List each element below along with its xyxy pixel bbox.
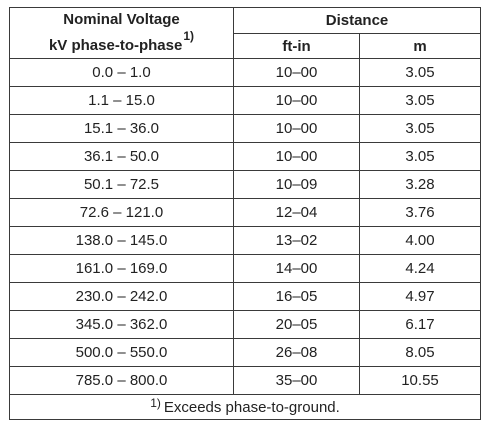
- ftin-column-header: ft-in: [233, 33, 360, 59]
- m-cell: 3.76: [359, 198, 481, 227]
- m-cell: 3.05: [359, 142, 481, 171]
- voltage-header-line2: kV phase-to-phase: [48, 37, 183, 54]
- voltage-footnote-mark: 1): [183, 29, 195, 43]
- footnote-mark: 1): [150, 395, 161, 410]
- footnote-cell: 1) Exceeds phase-to-ground.: [9, 394, 481, 420]
- table-body: 0.0 – 1.0 10–00 3.05 1.1 – 15.0 10–00 3.05 15.…: [9, 58, 481, 395]
- table-row: 500.0 – 550.0 26–08 8.05: [9, 338, 481, 367]
- ftin-cell: 10–00: [233, 58, 360, 87]
- header-row-2: ft-in m: [10, 33, 481, 59]
- footnote-row: 1) Exceeds phase-to-ground.: [9, 394, 481, 420]
- footnote-text: Exceeds phase-to-ground.: [163, 398, 340, 416]
- ftin-cell: 10–00: [233, 114, 360, 143]
- voltage-cell: 785.0 – 800.0: [9, 366, 234, 395]
- table-row: 1.1 – 15.0 10–00 3.05: [9, 86, 481, 115]
- voltage-header-line2-wrap: kV phase-to-phase1): [10, 29, 233, 56]
- m-cell: 4.97: [359, 282, 481, 311]
- table-row: 0.0 – 1.0 10–00 3.05: [9, 58, 481, 87]
- m-cell: 10.55: [359, 366, 481, 395]
- voltage-column-header: Nominal Voltage kV phase-to-phase1): [9, 7, 234, 59]
- table-row: 230.0 – 242.0 16–05 4.97: [9, 282, 481, 311]
- ftin-cell: 10–00: [233, 142, 360, 171]
- ftin-cell: 26–08: [233, 338, 360, 367]
- m-column-header: m: [359, 33, 481, 59]
- distance-column-header: Distance: [233, 7, 481, 34]
- ftin-cell: 16–05: [233, 282, 360, 311]
- m-cell: 4.24: [359, 254, 481, 283]
- header-row-1: Nominal Voltage kV phase-to-phase1) Dist…: [9, 7, 481, 59]
- m-cell: 4.00: [359, 226, 481, 255]
- table-row: 72.6 – 121.0 12–04 3.76: [9, 198, 481, 227]
- voltage-cell: 500.0 – 550.0: [9, 338, 234, 367]
- voltage-cell: 36.1 – 50.0: [9, 142, 234, 171]
- clearance-table: Nominal Voltage kV phase-to-phase1) Dist…: [9, 7, 481, 420]
- ftin-cell: 10–09: [233, 170, 360, 199]
- ftin-cell: 12–04: [233, 198, 360, 227]
- ftin-cell: 10–00: [233, 86, 360, 115]
- m-cell: 3.28: [359, 170, 481, 199]
- voltage-header-line1: Nominal Voltage: [63, 11, 180, 28]
- table-row: 36.1 – 50.0 10–00 3.05: [9, 142, 481, 171]
- voltage-cell: 1.1 – 15.0: [9, 86, 234, 115]
- table-row: 785.0 – 800.0 35–00 10.55: [9, 366, 481, 395]
- table-row: 15.1 – 36.0 10–00 3.05: [9, 114, 481, 143]
- ftin-cell: 13–02: [233, 226, 360, 255]
- clearance-table-container: Nominal Voltage kV phase-to-phase1) Dist…: [9, 7, 481, 420]
- table-row: 50.1 – 72.5 10–09 3.28: [9, 170, 481, 199]
- ftin-cell: 14–00: [233, 254, 360, 283]
- voltage-cell: 161.0 – 169.0: [9, 254, 234, 283]
- voltage-cell: 72.6 – 121.0: [9, 198, 234, 227]
- table-row: 161.0 – 169.0 14–00 4.24: [9, 254, 481, 283]
- m-cell: 8.05: [359, 338, 481, 367]
- ftin-cell: 35–00: [233, 366, 360, 395]
- ftin-cell: 20–05: [233, 310, 360, 339]
- voltage-cell: 50.1 – 72.5: [9, 170, 234, 199]
- m-cell: 3.05: [359, 86, 481, 115]
- m-cell: 3.05: [359, 114, 481, 143]
- voltage-cell: 15.1 – 36.0: [9, 114, 234, 143]
- voltage-cell: 345.0 – 362.0: [9, 310, 234, 339]
- table-row: 345.0 – 362.0 20–05 6.17: [9, 310, 481, 339]
- m-cell: 3.05: [359, 58, 481, 87]
- voltage-cell: 138.0 – 145.0: [9, 226, 234, 255]
- voltage-cell: 0.0 – 1.0: [9, 58, 234, 87]
- m-cell: 6.17: [359, 310, 481, 339]
- voltage-cell: 230.0 – 242.0: [9, 282, 234, 311]
- table-row: 138.0 – 145.0 13–02 4.00: [9, 226, 481, 255]
